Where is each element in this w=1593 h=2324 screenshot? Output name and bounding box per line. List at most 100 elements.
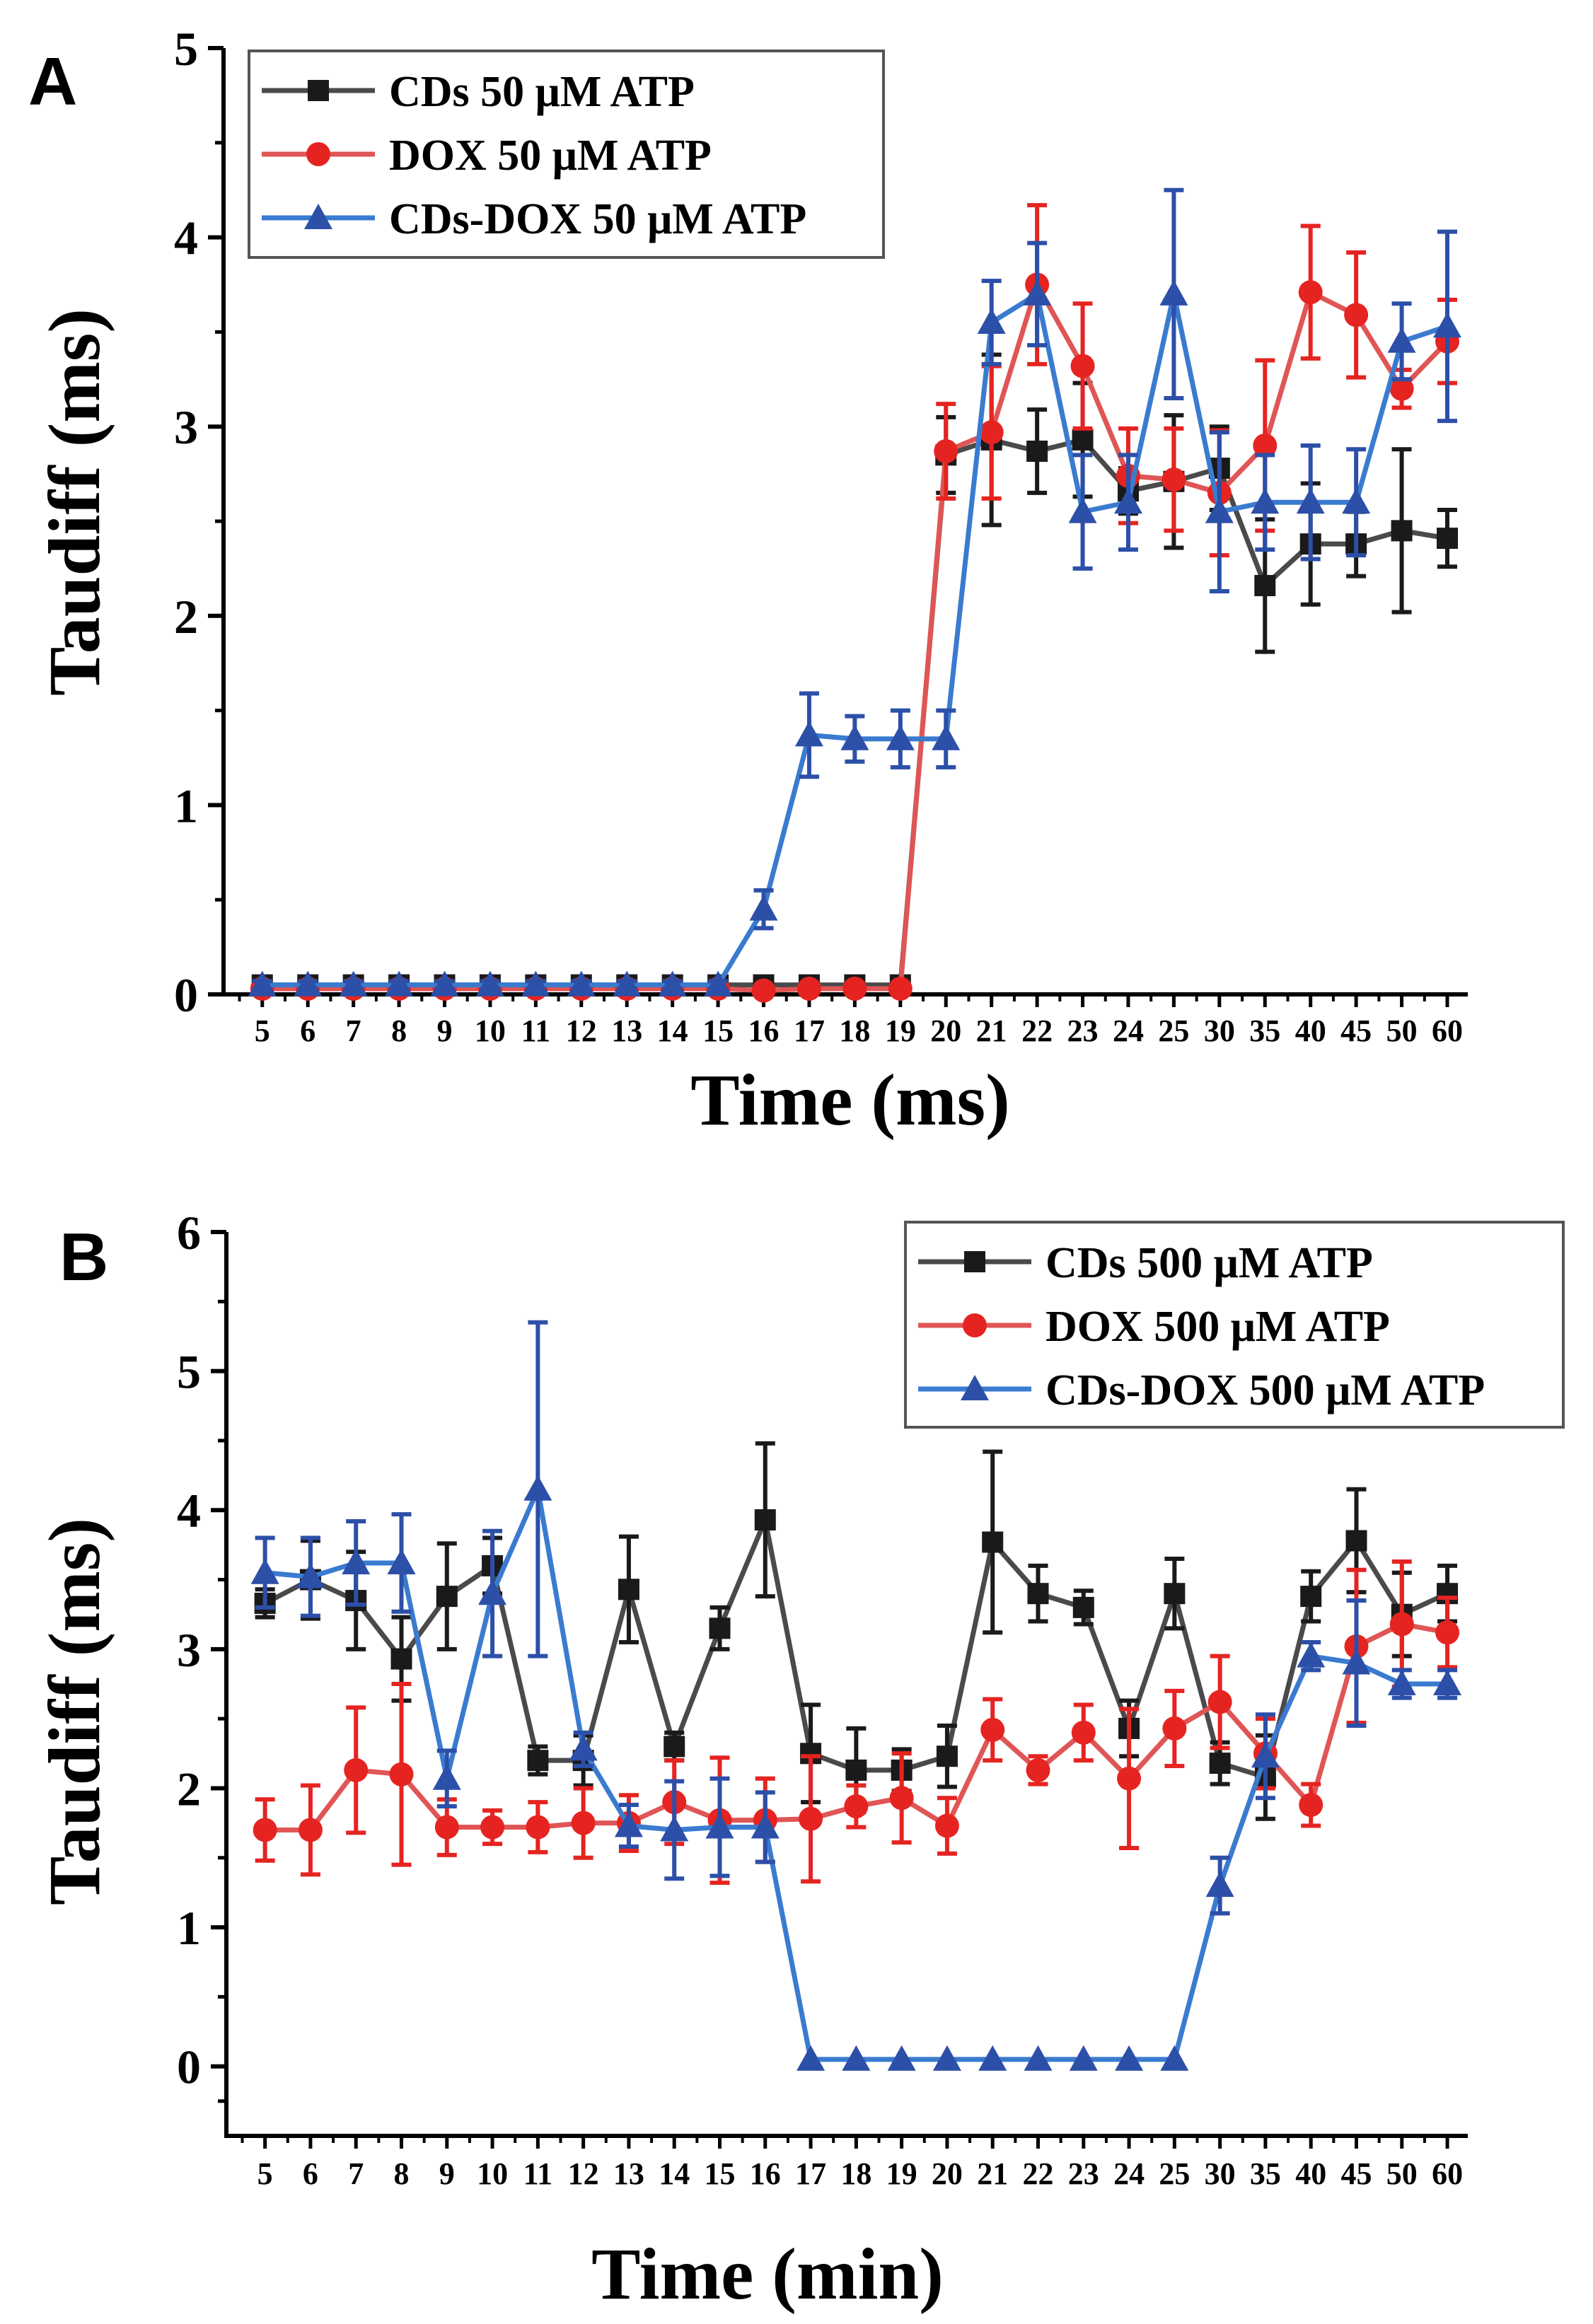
legend-marker bbox=[963, 1313, 987, 1337]
data-point bbox=[342, 1548, 371, 1574]
legend-label: CDs 500 μM ATP bbox=[1045, 1239, 1373, 1287]
data-point bbox=[521, 970, 550, 997]
x-tick-label: 60 bbox=[1432, 2156, 1463, 2191]
data-point bbox=[1026, 1757, 1050, 1782]
data-point bbox=[979, 420, 1004, 445]
legend-marker bbox=[961, 1375, 989, 1400]
y-tick-label: 4 bbox=[177, 1484, 201, 1538]
x-tick-label: 12 bbox=[568, 2156, 599, 2191]
data-point bbox=[614, 1811, 643, 1837]
data-point bbox=[1342, 1649, 1371, 1675]
data-point bbox=[934, 1813, 959, 1838]
data-point bbox=[436, 1586, 458, 1608]
data-point bbox=[1024, 2045, 1053, 2071]
data-point bbox=[1387, 1670, 1416, 1695]
data-point bbox=[840, 724, 869, 750]
x-tick-label: 45 bbox=[1340, 1013, 1372, 1048]
x-axis-label-b: Time (min) bbox=[591, 2233, 944, 2315]
data-point bbox=[977, 308, 1006, 335]
x-tick-label: 19 bbox=[886, 2156, 917, 2191]
data-point bbox=[1387, 327, 1416, 353]
x-tick-label: 6 bbox=[303, 2156, 318, 2191]
data-point bbox=[1068, 497, 1097, 523]
data-point bbox=[613, 970, 642, 997]
data-point bbox=[705, 1813, 734, 1839]
data-point bbox=[1253, 433, 1278, 458]
x-tick-label: 17 bbox=[795, 2156, 826, 2191]
x-tick-label: 60 bbox=[1432, 1013, 1463, 1048]
data-point bbox=[389, 1762, 414, 1786]
x-tick-label: 9 bbox=[439, 2156, 455, 2191]
data-point bbox=[253, 1818, 277, 1842]
series-2 bbox=[250, 203, 1460, 1003]
data-point bbox=[430, 970, 459, 997]
legend-label: DOX 50 μM ATP bbox=[389, 132, 712, 180]
data-point bbox=[1345, 1530, 1367, 1552]
data-point bbox=[298, 1818, 323, 1842]
data-point bbox=[749, 895, 778, 921]
series-line bbox=[262, 437, 1448, 988]
legend-label: CDs-DOX 50 μM ATP bbox=[389, 195, 806, 243]
series-line bbox=[262, 282, 1449, 994]
x-tick-label: 5 bbox=[255, 1013, 270, 1048]
data-point bbox=[1437, 528, 1459, 550]
x-tick-label: 24 bbox=[1113, 2156, 1145, 2191]
x-tick-label: 18 bbox=[839, 1013, 870, 1048]
data-point bbox=[1162, 467, 1186, 492]
data-point bbox=[980, 1717, 1005, 1742]
x-tick-label: 35 bbox=[1249, 1013, 1280, 1048]
data-point bbox=[434, 1815, 459, 1840]
data-point bbox=[250, 1558, 279, 1584]
data-point bbox=[709, 1617, 731, 1639]
x-tick-label: 16 bbox=[748, 1013, 780, 1048]
data-point bbox=[1251, 488, 1280, 514]
y-tick-label: 3 bbox=[174, 400, 198, 454]
data-point bbox=[1297, 1642, 1326, 1668]
x-tick-label: 23 bbox=[1068, 2156, 1099, 2191]
data-point bbox=[845, 1759, 867, 1781]
data-point bbox=[842, 2045, 871, 2071]
data-point bbox=[932, 2045, 961, 2071]
data-point bbox=[704, 970, 733, 997]
x-tick-label: 13 bbox=[613, 2156, 644, 2191]
data-point bbox=[1251, 1742, 1280, 1768]
x-tick-label: 21 bbox=[977, 2156, 1008, 2191]
data-point bbox=[475, 970, 504, 997]
data-point bbox=[478, 1579, 507, 1605]
data-point bbox=[1342, 488, 1371, 514]
legend-label: CDs-DOX 500 μM ATP bbox=[1045, 1366, 1485, 1414]
data-point bbox=[1433, 1670, 1462, 1695]
data-point bbox=[523, 1475, 552, 1501]
legend: CDs 500 μM ATP DOX 500 μM ATP CDs-DOX 500 … bbox=[904, 1221, 1565, 1429]
data-point bbox=[618, 1579, 639, 1600]
x-tick-label: 21 bbox=[976, 1013, 1007, 1048]
x-tick-label: 22 bbox=[1023, 2156, 1054, 2191]
x-tick-label: 10 bbox=[475, 1013, 506, 1048]
legend-label: DOX 500 μM ATP bbox=[1045, 1303, 1390, 1351]
data-point bbox=[390, 1648, 412, 1670]
data-point bbox=[886, 724, 915, 750]
y-tick-label: 3 bbox=[177, 1623, 201, 1677]
data-point bbox=[751, 1813, 780, 1839]
series-1 bbox=[254, 1441, 1459, 1821]
y-tick-label: 1 bbox=[177, 1901, 201, 1955]
x-tick-label: 25 bbox=[1158, 1013, 1189, 1048]
x-tick-label: 7 bbox=[348, 2156, 364, 2191]
data-point bbox=[1205, 497, 1234, 523]
data-point bbox=[1071, 1720, 1096, 1745]
x-tick-label: 11 bbox=[521, 1013, 551, 1048]
x-tick-label: 15 bbox=[705, 2156, 736, 2191]
data-point bbox=[432, 1764, 461, 1790]
data-point bbox=[796, 976, 821, 1001]
data-point bbox=[1072, 429, 1094, 451]
data-point bbox=[1023, 279, 1052, 306]
y-tick-label: 2 bbox=[177, 1762, 201, 1815]
x-tick-label: 50 bbox=[1386, 2156, 1418, 2191]
data-point bbox=[480, 1815, 505, 1840]
x-tick-label: 11 bbox=[523, 2156, 553, 2191]
data-point bbox=[1069, 2045, 1098, 2071]
